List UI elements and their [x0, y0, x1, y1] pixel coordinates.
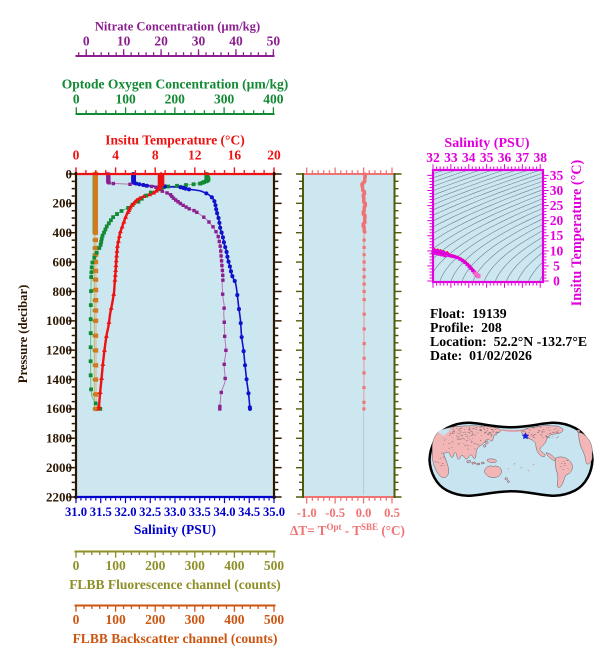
svg-text:2000: 2000: [46, 460, 72, 475]
svg-text:34.0: 34.0: [213, 505, 235, 519]
svg-text:0.5: 0.5: [384, 506, 400, 520]
svg-text:20: 20: [154, 34, 168, 49]
svg-text:200: 200: [165, 92, 186, 107]
svg-text:35: 35: [550, 168, 564, 183]
svg-text:0: 0: [73, 92, 80, 107]
svg-text:40: 40: [229, 34, 243, 49]
svg-text:35: 35: [480, 150, 494, 165]
svg-text:-1.0: -1.0: [297, 506, 317, 520]
svg-text:0: 0: [73, 558, 80, 573]
svg-text:100: 100: [105, 612, 126, 627]
svg-text:400: 400: [224, 558, 245, 573]
svg-text:33.5: 33.5: [189, 505, 211, 519]
svg-text:100: 100: [105, 558, 126, 573]
svg-text:5: 5: [553, 258, 560, 273]
svg-text:33: 33: [444, 150, 458, 165]
svg-text:37: 37: [516, 150, 530, 165]
svg-text:1800: 1800: [46, 431, 72, 446]
svg-text:0: 0: [553, 274, 560, 289]
svg-text:8: 8: [152, 148, 159, 163]
svg-text:0: 0: [83, 34, 90, 49]
svg-text:500: 500: [264, 558, 285, 573]
svg-text:Date: 01/02/2026: Date: 01/02/2026: [430, 348, 532, 363]
svg-text:100: 100: [115, 92, 136, 107]
svg-text:800: 800: [53, 284, 73, 299]
svg-text:Optode Oxygen Concentration (µ: Optode Oxygen Concentration (µm/kg): [62, 77, 288, 92]
svg-text:Insitu Temperature (°C): Insitu Temperature (°C): [105, 133, 244, 148]
svg-text:0: 0: [73, 148, 80, 163]
svg-text:34: 34: [462, 150, 476, 165]
svg-text:4: 4: [112, 148, 119, 163]
svg-text:25: 25: [550, 198, 564, 213]
svg-text:0: 0: [73, 612, 80, 627]
svg-text:Salinity (PSU): Salinity (PSU): [444, 136, 530, 151]
svg-text:Pressure (decibar): Pressure (decibar): [16, 285, 30, 384]
svg-text:FLBB Backscatter channel (coun: FLBB Backscatter channel (counts): [73, 631, 278, 646]
svg-text:34.5: 34.5: [238, 505, 260, 519]
svg-text:0: 0: [66, 166, 73, 181]
svg-text:31.5: 31.5: [90, 505, 112, 519]
svg-text:Insitu Temperature (°C): Insitu Temperature (°C): [569, 159, 585, 306]
svg-text:0.0: 0.0: [356, 506, 372, 520]
svg-text:30: 30: [192, 34, 206, 49]
svg-text:200: 200: [53, 196, 73, 211]
svg-text:1400: 1400: [46, 372, 72, 387]
svg-text:16: 16: [228, 148, 242, 163]
svg-text:500: 500: [264, 612, 285, 627]
svg-text:200: 200: [145, 558, 166, 573]
svg-text:1200: 1200: [46, 343, 72, 358]
svg-text:ΔT= TOpt - TSBE (°C): ΔT= TOpt - TSBE (°C): [290, 522, 405, 538]
svg-text:32: 32: [426, 150, 440, 165]
svg-text:400: 400: [224, 612, 245, 627]
svg-text:35.0: 35.0: [263, 505, 285, 519]
svg-text:38: 38: [533, 150, 547, 165]
svg-text:32.0: 32.0: [114, 505, 136, 519]
svg-text:10: 10: [550, 243, 564, 258]
svg-text:2200: 2200: [46, 489, 72, 504]
svg-text:15: 15: [550, 228, 564, 243]
svg-text:Salinity (PSU): Salinity (PSU): [134, 522, 216, 537]
svg-text:Location: 52.2°N -132.7°E: Location: 52.2°N -132.7°E: [430, 334, 587, 349]
svg-text:300: 300: [185, 558, 206, 573]
svg-text:1600: 1600: [46, 401, 72, 416]
svg-text:20: 20: [267, 148, 281, 163]
svg-text:400: 400: [53, 225, 73, 240]
svg-text:30: 30: [550, 183, 564, 198]
svg-text:600: 600: [53, 254, 73, 269]
svg-text:1000: 1000: [46, 313, 72, 328]
svg-text:-0.5: -0.5: [325, 506, 345, 520]
svg-text:10: 10: [117, 34, 131, 49]
svg-text:20: 20: [550, 213, 564, 228]
svg-text:36: 36: [498, 150, 512, 165]
svg-text:Profile: 208: Profile: 208: [430, 320, 502, 335]
svg-text:31.0: 31.0: [65, 505, 87, 519]
svg-text:FLBB Fluorescence channel (cou: FLBB Fluorescence channel (counts): [69, 577, 281, 592]
svg-text:400: 400: [263, 92, 284, 107]
svg-text:300: 300: [185, 612, 206, 627]
svg-text:50: 50: [267, 34, 281, 49]
svg-text:12: 12: [188, 148, 202, 163]
svg-text:33.0: 33.0: [164, 505, 186, 519]
svg-text:Float: 19139: Float: 19139: [430, 306, 507, 321]
svg-text:200: 200: [145, 612, 166, 627]
svg-text:Nitrate Concentration (µm/kg): Nitrate Concentration (µm/kg): [95, 20, 260, 34]
svg-text:32.5: 32.5: [139, 505, 161, 519]
svg-text:300: 300: [214, 92, 235, 107]
